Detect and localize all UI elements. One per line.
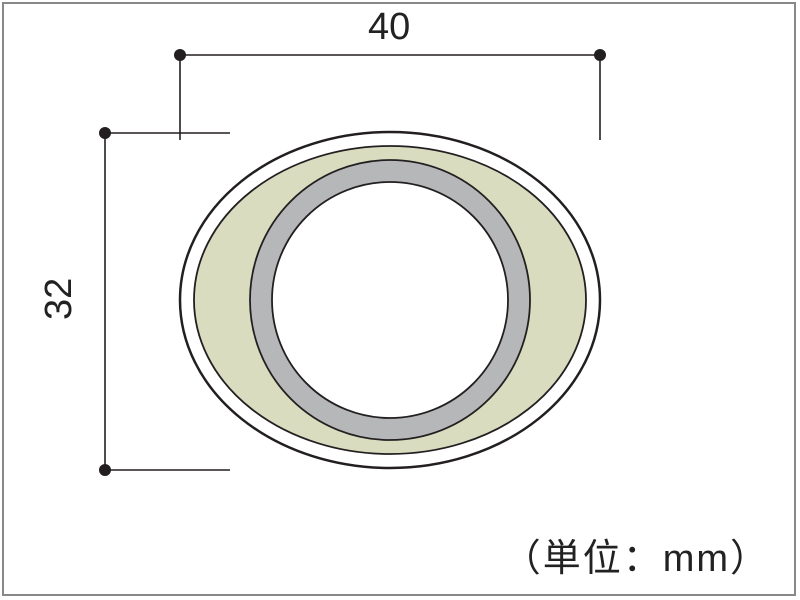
unit-label: （単位：mm）: [503, 527, 770, 582]
page-border: [2, 2, 796, 596]
height-dimension-label: 32: [40, 278, 78, 320]
width-dimension-label: 40: [368, 8, 410, 46]
drawing-canvas: 40 32 （単位：mm）: [0, 0, 800, 600]
